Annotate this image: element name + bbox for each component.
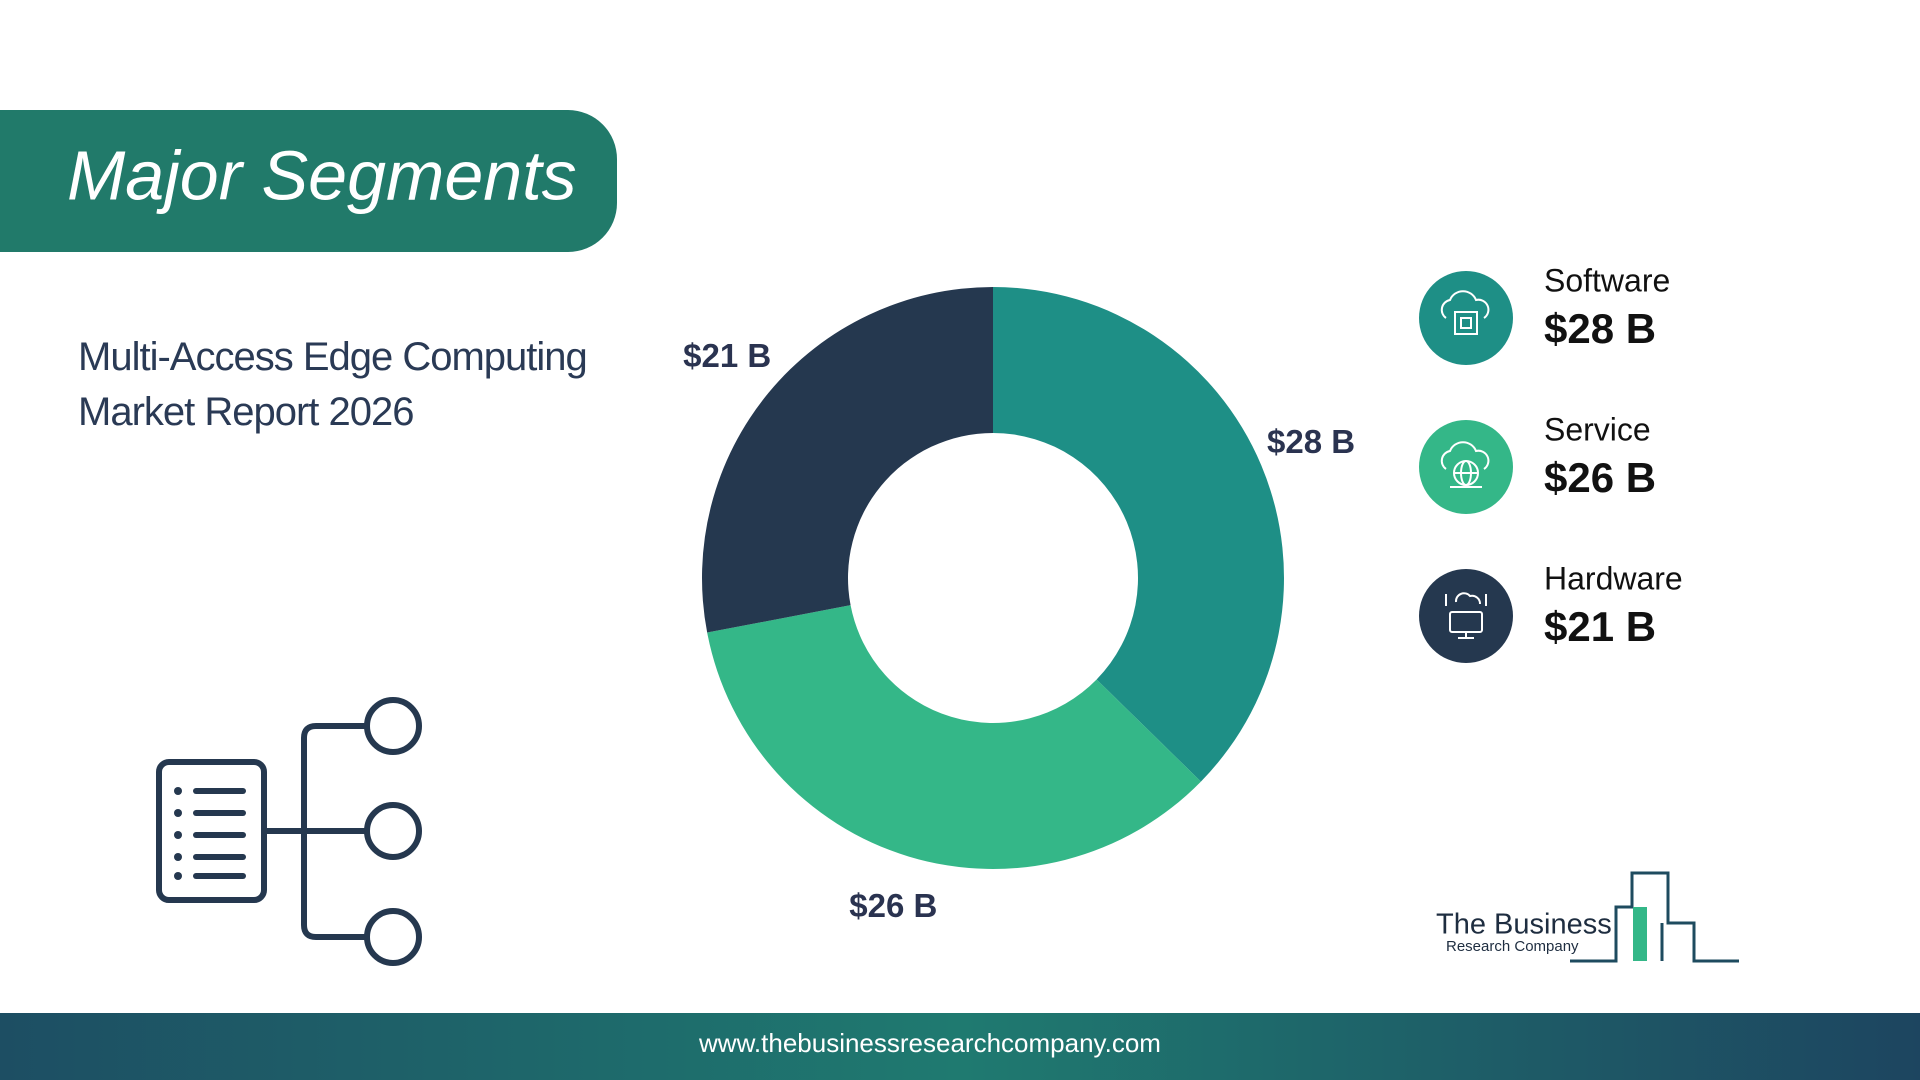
chart-subtitle: Multi-Access Edge Computing Market Repor… xyxy=(78,335,588,434)
data-label: $28 B xyxy=(1267,423,1355,460)
legend-marker xyxy=(1419,420,1513,514)
header-band xyxy=(0,110,617,252)
segments-icon xyxy=(156,697,422,966)
chart-title: Major Segments xyxy=(67,136,577,214)
legend-label: Service xyxy=(1544,411,1651,447)
legend-label: Hardware xyxy=(1544,560,1683,596)
legend-value: $28 B xyxy=(1544,305,1656,352)
logo-name: The Business xyxy=(1436,909,1612,941)
legend-marker xyxy=(1419,569,1513,663)
data-label: $26 B xyxy=(849,887,937,924)
donut-slice xyxy=(702,287,993,633)
logo-tagline: Research Company xyxy=(1446,938,1579,955)
legend-value: $21 B xyxy=(1544,603,1656,650)
legend-label: Software xyxy=(1544,262,1670,298)
footer-band xyxy=(0,1013,1920,1080)
subtitle-box: Multi-Access Edge Computing Market Repor… xyxy=(78,335,588,434)
legend-glyphs xyxy=(1440,290,1490,639)
logo-mark xyxy=(1570,871,1739,963)
legend-value: $26 B xyxy=(1544,454,1656,501)
donut-slice xyxy=(993,287,1285,782)
donut-slice xyxy=(707,605,1201,869)
data-label: $21 B xyxy=(683,337,771,374)
footer-url: www.thebusinessresearchcompany.com xyxy=(698,1028,1161,1058)
